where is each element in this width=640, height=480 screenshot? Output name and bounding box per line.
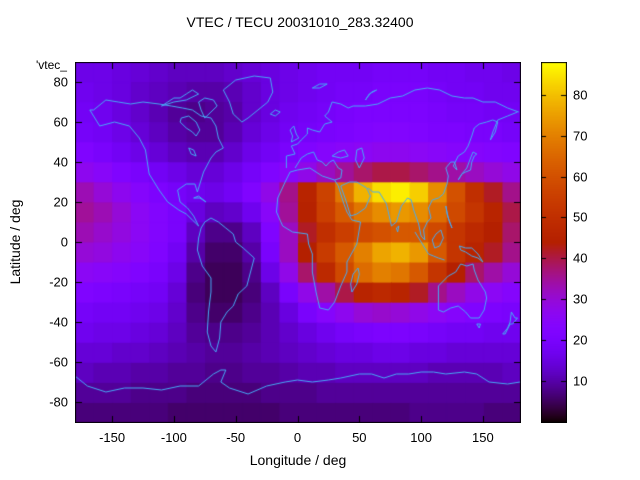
- colorbar-tick-label: 70: [573, 128, 588, 144]
- y-tick-label: 0: [60, 234, 68, 250]
- y-tick-label: -20: [49, 274, 68, 290]
- x-tick-label: -100: [160, 430, 187, 445]
- colorbar-tick-label: 80: [573, 87, 588, 103]
- x-tick-label: 150: [472, 430, 494, 445]
- y-tick-label: 40: [53, 154, 68, 170]
- plot-key-label: 'vtec_: [36, 58, 67, 72]
- colorbar-tick-label: 60: [573, 169, 588, 185]
- colorbar-tick-label: 50: [573, 209, 588, 225]
- x-tick-label: 50: [352, 430, 367, 445]
- world-vtec-heatmap: [75, 62, 521, 423]
- y-axis-label: Latitude / deg: [7, 199, 23, 285]
- x-tick-label: -150: [99, 430, 126, 445]
- colorbar-tick-label: 10: [573, 373, 588, 389]
- y-tick-label: 60: [53, 114, 68, 130]
- colorbar-tick-label: 20: [573, 332, 588, 348]
- chart-title: VTEC / TECU 20031010_283.32400: [186, 14, 414, 30]
- colorbar-tick-label: 30: [573, 291, 588, 307]
- x-tick-label: 0: [293, 430, 302, 445]
- colorbar-tick-label: 40: [573, 250, 588, 266]
- x-tick-label: 100: [410, 430, 432, 445]
- y-tick-label: 80: [53, 74, 68, 90]
- x-axis-label: Longitude / deg: [249, 452, 347, 468]
- y-tick-label: 20: [53, 194, 68, 210]
- x-tick-label: -50: [226, 430, 246, 445]
- y-tick-label: -40: [49, 314, 68, 330]
- colorbar: [541, 62, 567, 423]
- y-tick-label: -60: [49, 354, 68, 370]
- y-tick-label: -80: [49, 394, 68, 410]
